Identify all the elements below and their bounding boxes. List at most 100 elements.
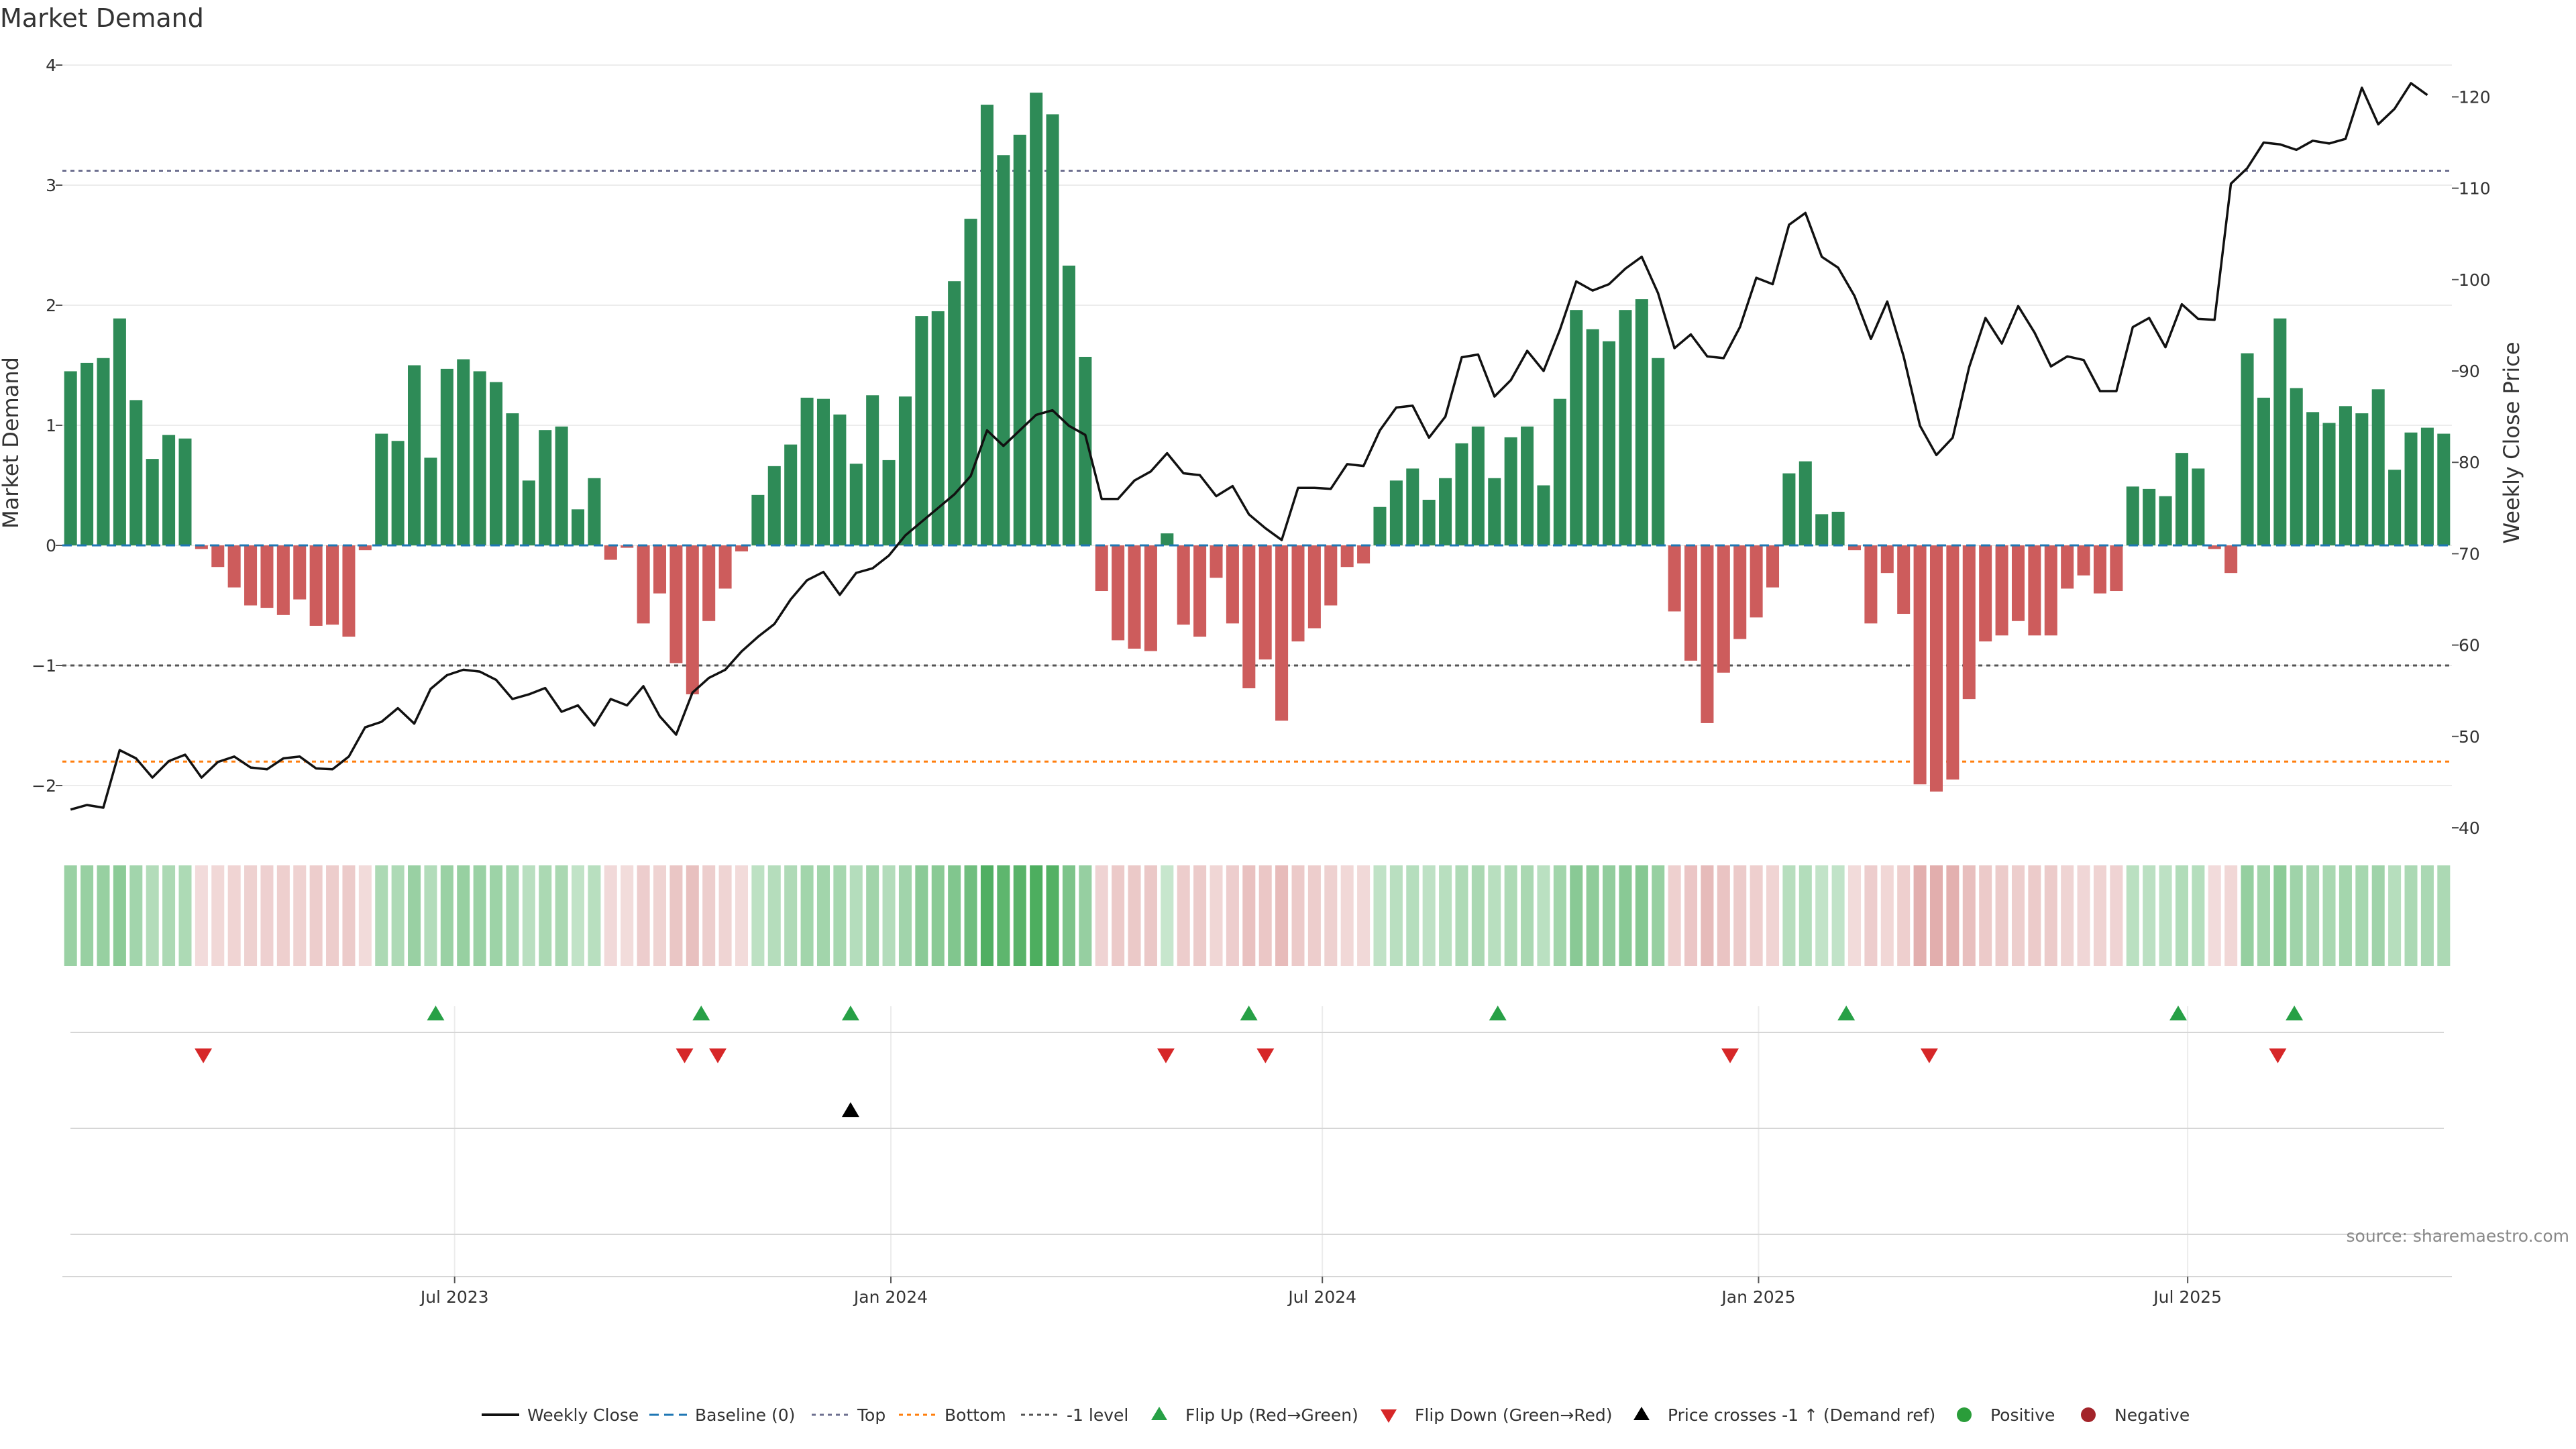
demand-bar xyxy=(2388,470,2402,545)
heat-cell xyxy=(309,865,323,966)
demand-bar xyxy=(97,358,110,545)
heat-cell xyxy=(244,865,258,966)
flip-up-marker xyxy=(1837,1006,1856,1021)
heat-cell xyxy=(1062,865,1075,966)
demand-bar xyxy=(1340,545,1354,568)
heat-cell xyxy=(97,865,110,966)
y2-tick-label: 100 xyxy=(2459,270,2491,290)
y-tick-label: 3 xyxy=(46,176,56,195)
legend-item-flip-down: Flip Down (Green→Red) xyxy=(1381,1405,1613,1425)
heat-cell xyxy=(1929,865,1943,966)
demand-bar xyxy=(1013,134,1026,545)
heat-cell xyxy=(293,865,307,966)
heat-cell xyxy=(2371,865,2385,966)
demand-bar xyxy=(358,545,372,551)
heat-cell xyxy=(669,865,683,966)
heat-cell xyxy=(1652,865,1665,966)
heat-cell xyxy=(1373,865,1387,966)
heat-cell xyxy=(882,865,896,966)
demand-bar xyxy=(326,545,339,625)
heat-cell xyxy=(2093,865,2106,966)
demand-bar xyxy=(686,545,699,694)
demand-bar xyxy=(2159,496,2172,545)
demand-bar xyxy=(2061,545,2074,589)
demand-bars xyxy=(64,93,2451,792)
demand-bar xyxy=(457,359,470,545)
heat-cell xyxy=(113,865,126,966)
heat-cell xyxy=(1013,865,1026,966)
demand-bar xyxy=(2192,468,2205,545)
flip-up-marker xyxy=(2286,1006,2304,1021)
heat-cell xyxy=(129,865,143,966)
demand-bar xyxy=(2306,412,2320,545)
heat-cell xyxy=(866,865,879,966)
heat-cell xyxy=(473,865,486,966)
demand-bar xyxy=(1701,545,1714,723)
demand-bar xyxy=(1095,545,1108,592)
demand-bar xyxy=(637,545,650,624)
heat-cell xyxy=(358,865,372,966)
demand-bar xyxy=(1357,545,1371,564)
demand-bar xyxy=(1258,545,1272,660)
heat-cell xyxy=(800,865,814,966)
demand-bar xyxy=(309,545,323,626)
price-cross-marker xyxy=(841,1102,859,1118)
demand-bar xyxy=(1815,514,1829,545)
demand-bar xyxy=(80,362,94,545)
flip-down-marker xyxy=(1721,1048,1739,1063)
demand-bar xyxy=(2355,413,2369,545)
demand-bar xyxy=(948,281,961,545)
heat-cell xyxy=(2126,865,2139,966)
flip-up-marker xyxy=(841,1006,859,1021)
heat-cell xyxy=(735,865,749,966)
y2-axis-title: Weekly Close Price xyxy=(2499,341,2524,543)
heat-cell xyxy=(2143,865,2156,966)
x-tick-label: Jul 2024 xyxy=(1287,1287,1356,1307)
demand-bar xyxy=(1307,545,1321,629)
heat-cell xyxy=(1439,865,1452,966)
heat-cell xyxy=(2011,865,2025,966)
demand-heat-strip xyxy=(64,865,2451,966)
x-axis-ticks: Jul 2023 Jan 2024 Jul 2024 Jan 2025 Jul 2025 xyxy=(419,1277,2222,1307)
demand-bar xyxy=(342,545,356,637)
heat-cell xyxy=(1799,865,1812,966)
event-panels xyxy=(62,1032,2452,1277)
demand-bar xyxy=(1079,356,1092,545)
demand-bar xyxy=(522,480,535,545)
heat-cell xyxy=(1553,865,1566,966)
demand-bar xyxy=(1504,437,1517,545)
demand-bar xyxy=(1161,533,1174,545)
y2-tick-label: 60 xyxy=(2459,636,2480,655)
demand-bar xyxy=(1373,506,1387,545)
heat-cell xyxy=(1995,865,2008,966)
heat-cell xyxy=(260,865,274,966)
heat-cell xyxy=(1030,865,1043,966)
heat-cell xyxy=(686,865,699,966)
demand-bar xyxy=(980,105,994,545)
heat-cell xyxy=(2257,865,2270,966)
heat-cell xyxy=(1619,865,1632,966)
demand-bar xyxy=(64,371,77,545)
heat-cell xyxy=(604,865,617,966)
heat-cell xyxy=(1750,865,1763,966)
y-tick-label: 2 xyxy=(46,296,56,315)
heat-cell xyxy=(1046,865,1059,966)
heat-cell xyxy=(1357,865,1371,966)
heat-cell xyxy=(1258,865,1272,966)
heat-cell xyxy=(2077,865,2090,966)
heat-cell xyxy=(784,865,798,966)
demand-bar xyxy=(997,155,1010,545)
heat-cell xyxy=(2306,865,2320,966)
heat-cell xyxy=(1913,865,1927,966)
demand-bar xyxy=(2044,545,2057,636)
heat-cell xyxy=(997,865,1010,966)
heat-cell xyxy=(1504,865,1517,966)
heat-cell xyxy=(980,865,994,966)
demand-bar xyxy=(898,396,912,545)
demand-bar xyxy=(1193,545,1207,637)
demand-bar xyxy=(244,545,258,606)
demand-bar xyxy=(1275,545,1289,721)
demand-bar xyxy=(1782,473,1796,545)
demand-bar xyxy=(964,219,977,545)
demand-bar xyxy=(800,397,814,545)
